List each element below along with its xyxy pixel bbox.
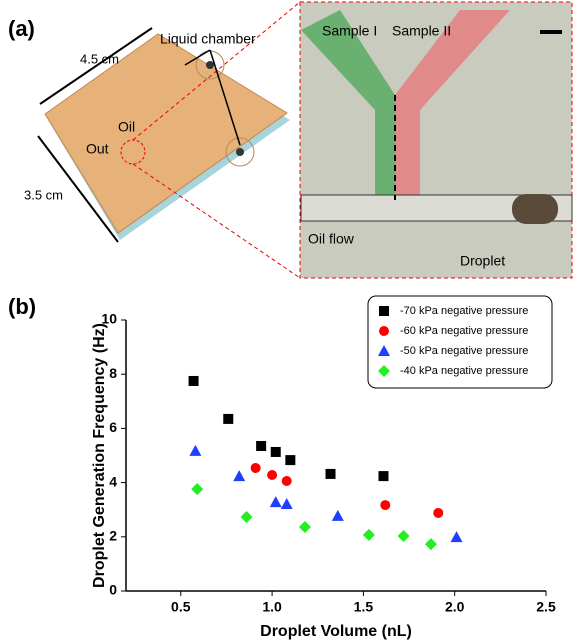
- label: Out: [86, 141, 109, 157]
- point: [223, 414, 233, 424]
- scale-bar: [540, 30, 562, 34]
- x-tick-label: 1.5: [354, 599, 374, 615]
- point: [251, 463, 261, 473]
- label: Droplet: [460, 253, 505, 269]
- point: [379, 306, 389, 316]
- point: [326, 469, 336, 479]
- point: [378, 471, 388, 481]
- point: [451, 531, 463, 542]
- y-axis-label: Droplet Generation Frequency (Hz): [91, 323, 108, 588]
- point: [379, 326, 389, 336]
- label: Oil flow: [308, 231, 355, 247]
- point: [267, 470, 277, 480]
- point: [285, 455, 295, 465]
- point: [270, 496, 282, 507]
- zoom-line: [133, 164, 300, 278]
- point: [282, 476, 292, 486]
- x-axis-label: Droplet Volume (nL): [260, 623, 412, 640]
- legend-label: -50 kPa negative pressure: [400, 345, 528, 357]
- label: Sample II: [392, 23, 451, 39]
- point: [425, 538, 437, 550]
- port: [236, 148, 244, 156]
- x-tick-label: 2.5: [536, 599, 556, 615]
- point: [332, 510, 344, 521]
- label: 4.5 cm: [80, 51, 119, 66]
- point: [189, 445, 201, 456]
- point: [299, 521, 311, 533]
- x-tick-label: 2.0: [445, 599, 465, 615]
- legend-label: -60 kPa negative pressure: [400, 325, 528, 337]
- point: [271, 447, 281, 457]
- point: [233, 470, 245, 481]
- y-tick-label: 6: [109, 419, 117, 435]
- label: 3.5 cm: [24, 187, 63, 202]
- y-tick-label: 2: [109, 528, 117, 544]
- point: [398, 530, 410, 542]
- y-tick-label: 8: [109, 365, 117, 381]
- y-tick-label: 4: [109, 473, 117, 489]
- label: Oil: [118, 119, 135, 135]
- figure: (a) Liquid chamber 4.5 cm Oil Out 3.5 cm…: [0, 0, 576, 642]
- point: [281, 498, 293, 509]
- port: [206, 61, 214, 69]
- legend-label: -70 kPa negative pressure: [400, 305, 528, 317]
- point: [256, 441, 266, 451]
- point: [380, 500, 390, 510]
- label: Liquid chamber: [160, 31, 256, 47]
- point: [191, 483, 203, 495]
- point: [189, 376, 199, 386]
- legend-label: -40 kPa negative pressure: [400, 365, 528, 377]
- y-tick-label: 0: [109, 582, 117, 598]
- x-tick-label: 1.0: [262, 599, 282, 615]
- panel-label: (a): [8, 16, 35, 41]
- point: [241, 511, 253, 523]
- droplet: [512, 194, 558, 224]
- label: Sample I: [322, 23, 377, 39]
- panel-label: (b): [8, 294, 36, 319]
- point: [363, 529, 375, 541]
- x-tick-label: 0.5: [171, 599, 191, 615]
- point: [433, 508, 443, 518]
